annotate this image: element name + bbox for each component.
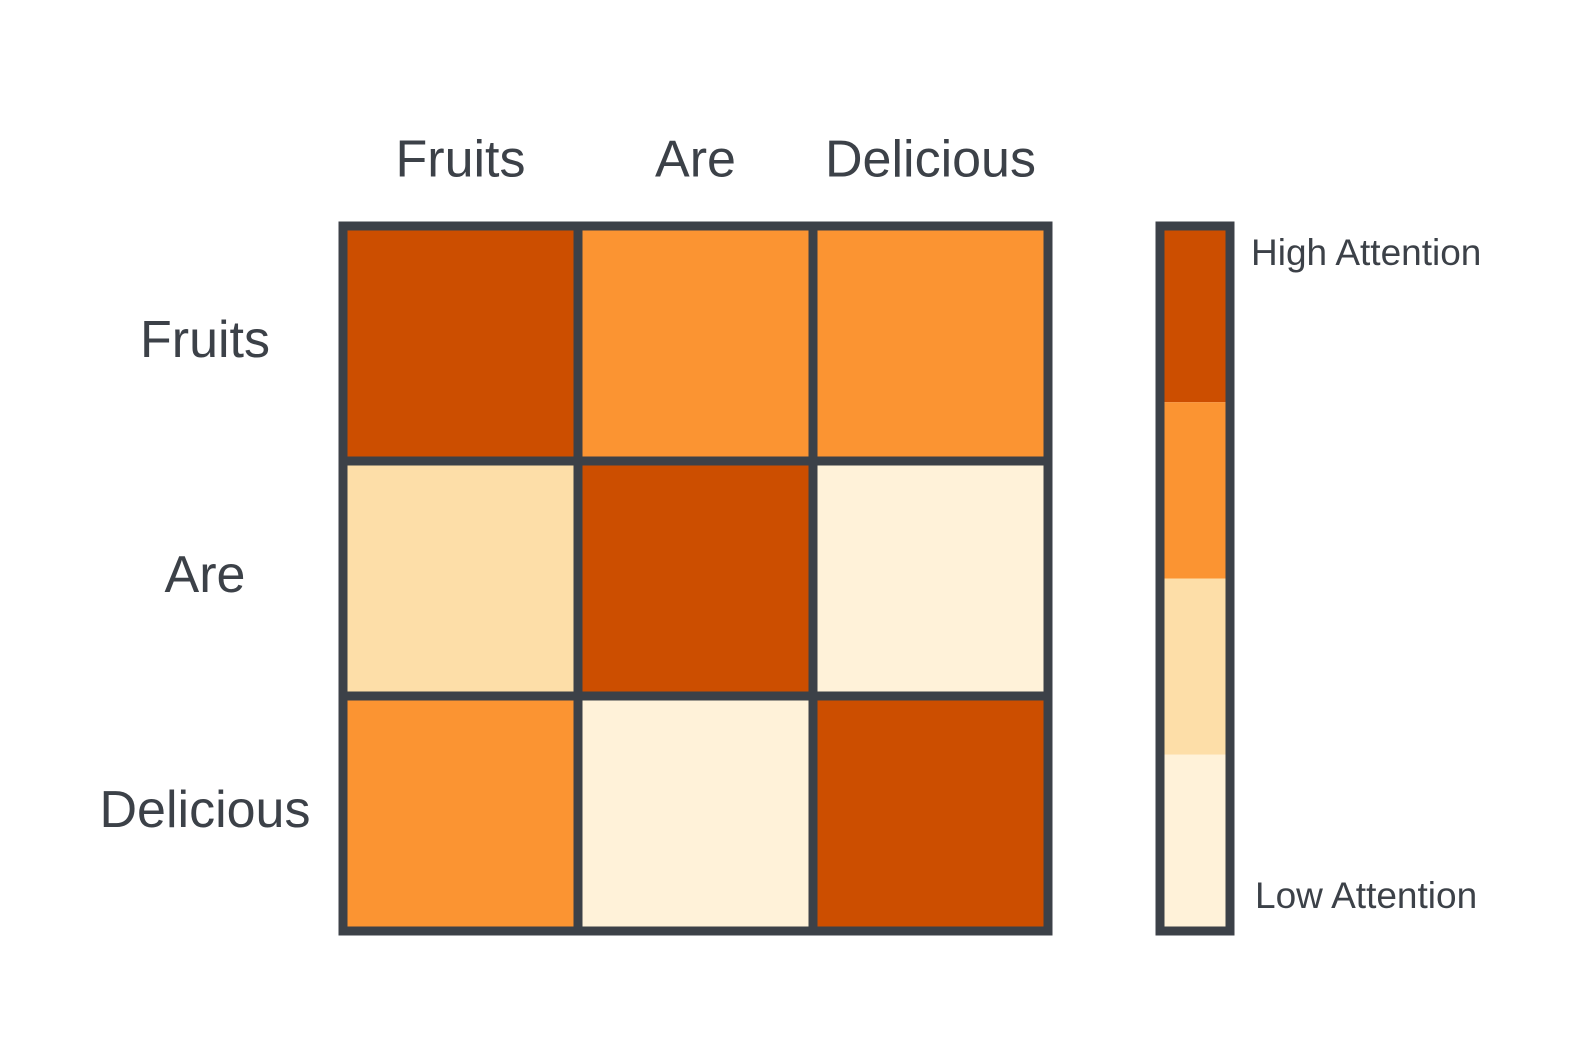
column-label: Fruits bbox=[396, 131, 526, 189]
legend-high-label: High Attention bbox=[1251, 232, 1481, 273]
column-label: Delicious bbox=[825, 131, 1036, 189]
legend-frame bbox=[1155, 221, 1235, 936]
heatmap-cell bbox=[343, 226, 578, 461]
heatmap-cell bbox=[578, 461, 813, 696]
heatmap-cell bbox=[343, 461, 578, 696]
heatmap-cell bbox=[813, 226, 1048, 461]
legend-swatch bbox=[1160, 754, 1230, 931]
legend-swatch bbox=[1160, 402, 1230, 579]
row-label: Are bbox=[165, 546, 246, 604]
heatmap-cell bbox=[813, 461, 1048, 696]
legend-swatch bbox=[1160, 578, 1230, 755]
heatmap-cell bbox=[343, 696, 578, 931]
legend-swatch bbox=[1160, 226, 1230, 403]
heatmap-cell bbox=[813, 696, 1048, 931]
row-label: Fruits bbox=[140, 311, 270, 369]
row-label: Delicious bbox=[100, 781, 311, 839]
heatmap-cell bbox=[578, 696, 813, 931]
legend-low-label: Low Attention bbox=[1255, 875, 1477, 916]
heatmap-cell bbox=[578, 226, 813, 461]
column-label: Are bbox=[655, 131, 736, 189]
